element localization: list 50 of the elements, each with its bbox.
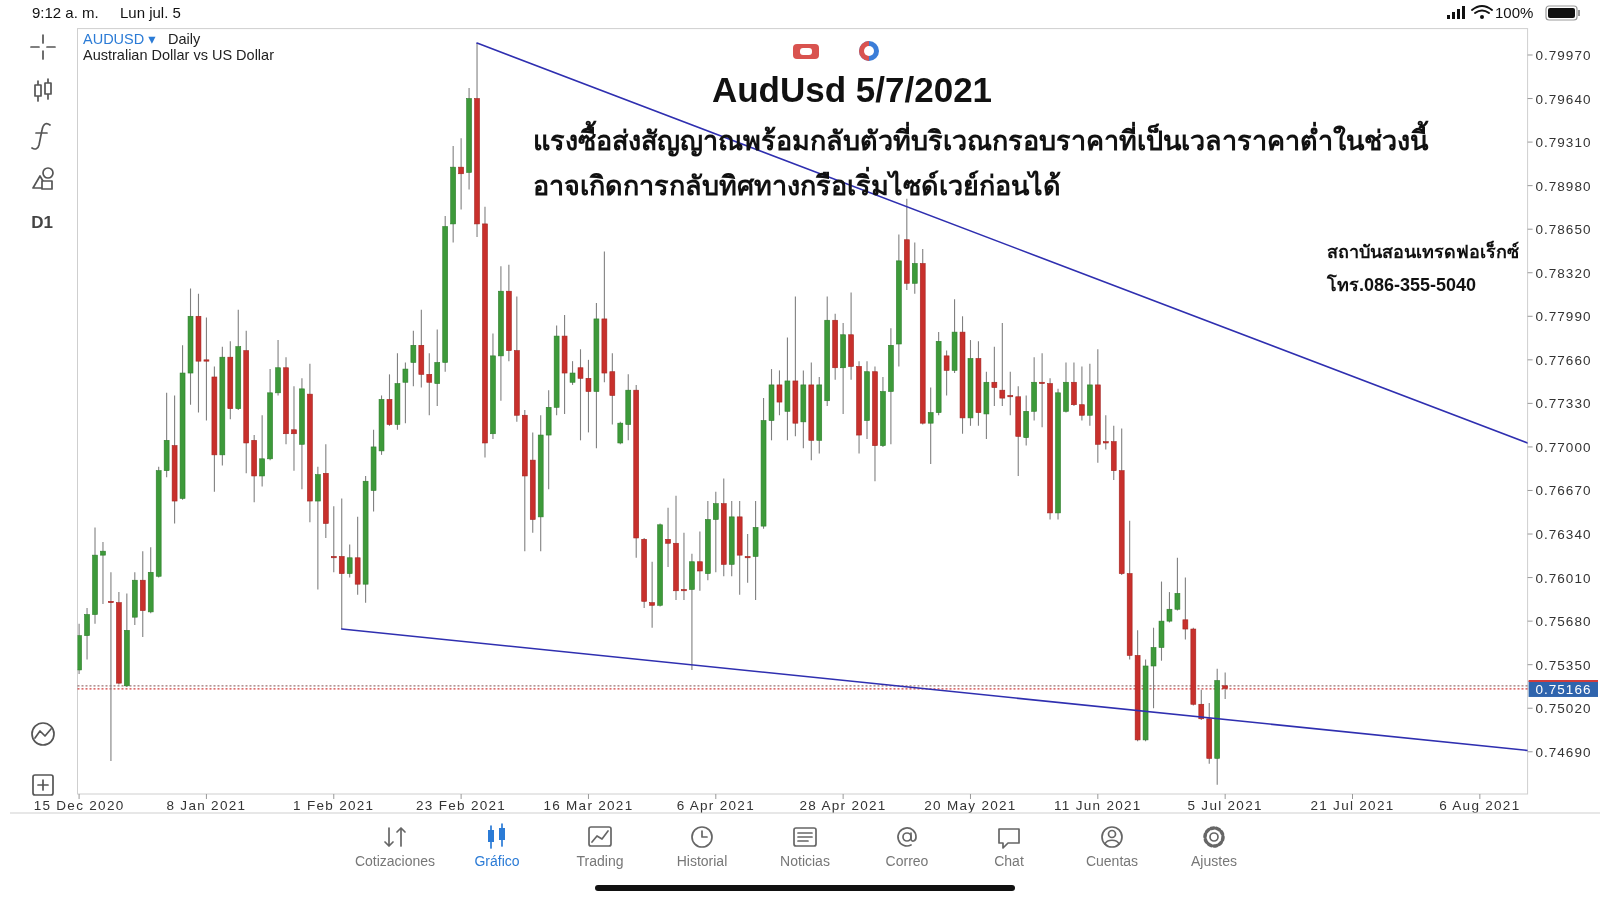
annotation: Cuentas	[1085, 853, 1139, 869]
y-tick-label: 0.75680	[1535, 614, 1592, 630]
y-tick-label: 0.78650	[1535, 222, 1592, 238]
ref-label: 0.75166	[1527, 679, 1599, 697]
x-tick-label: 11 Jun 2021	[1054, 798, 1142, 813]
y-tick-label: 0.77330	[1535, 396, 1592, 412]
title: AudUsd 5/7/2021	[711, 70, 993, 109]
annotation: Cotizaciones	[354, 853, 436, 869]
y-tick-label: 0.75020	[1535, 701, 1592, 717]
annotation: Correo	[885, 853, 929, 869]
annotation: Chat	[994, 853, 1024, 869]
x-tick-label: 23 Feb 2021	[416, 798, 507, 813]
y-tick-label: 0.79310	[1535, 135, 1592, 151]
annotation: Daily	[168, 31, 201, 47]
x-tick-label: 5 Jul 2021	[1187, 798, 1263, 813]
annotation: Trading	[576, 853, 624, 869]
annotation: 9:12 a. m.	[32, 4, 99, 21]
ref-line-label: 0.75166	[1535, 681, 1592, 697]
annotation: D1	[31, 213, 53, 232]
annotation: สถาบันสอนเทรดฟอเร็กซ์	[1327, 242, 1519, 262]
y-tick-label: 0.76670	[1535, 483, 1592, 499]
annotation: AUDUSD ▾	[83, 31, 156, 47]
annotation: Australian Dollar vs US Dollar	[83, 47, 274, 63]
x-tick-label: 21 Jul 2021	[1310, 798, 1395, 813]
x-tick-label: 20 May 2021	[924, 798, 1017, 813]
y-tick-label: 0.77000	[1535, 439, 1592, 455]
y-tick-label: 0.77660	[1535, 352, 1592, 368]
x-tick-label: 6 Apr 2021	[676, 798, 755, 813]
annotation: Gráfico	[474, 853, 520, 869]
annotation: Noticias	[780, 853, 830, 869]
y-tick-label: 0.76010	[1535, 570, 1592, 586]
x-tick-label: 8 Jan 2021	[166, 798, 247, 813]
annotation: โทร.086-355-5040	[1327, 275, 1477, 295]
y-tick-label: 0.77990	[1535, 309, 1592, 325]
x-tick-label: 6 Aug 2021	[1439, 798, 1521, 813]
y-tick-label: 0.79970	[1535, 48, 1592, 63]
annotation: Lun jul. 5	[120, 4, 181, 21]
annotation: Historial	[676, 853, 728, 869]
x-tick-label: 1 Feb 2021	[293, 798, 375, 813]
y-tick-label: 0.78980	[1535, 178, 1592, 194]
y-tick-label: 0.79640	[1535, 91, 1592, 107]
x-tick-label: 15 Dec 2020	[33, 798, 125, 813]
x-tick-label: 16 Mar 2021	[543, 798, 634, 813]
x-tick-label: 28 Apr 2021	[799, 798, 887, 813]
y-tick-label: 0.76340	[1535, 527, 1592, 543]
y-tick-label: 0.74690	[1535, 744, 1592, 760]
y-tick-label: 0.78320	[1535, 265, 1592, 281]
annotation: 100%	[1495, 4, 1534, 21]
annotation: Ajustes	[1191, 853, 1237, 869]
y-tick-label: 0.75350	[1535, 657, 1592, 673]
